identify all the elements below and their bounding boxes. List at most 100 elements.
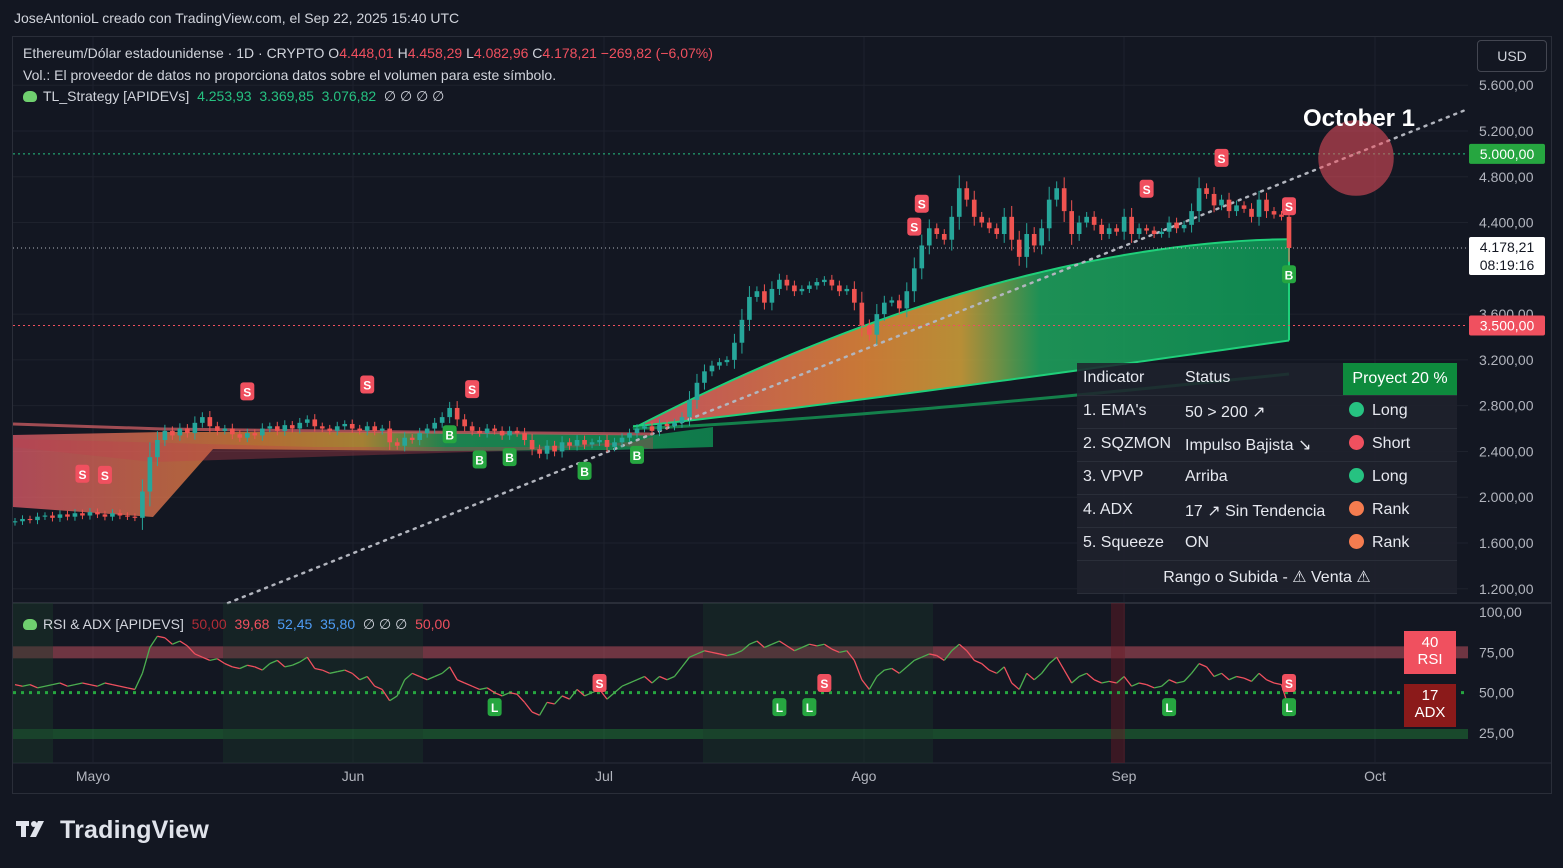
candle-body bbox=[941, 234, 947, 240]
sell-marker-bg bbox=[97, 465, 112, 484]
candle-body bbox=[1039, 228, 1045, 246]
candle-body bbox=[1196, 188, 1202, 212]
rsi-line-segment bbox=[831, 648, 840, 653]
table-row: 2. SQZMON Impulso Bajista ↘ Short bbox=[1077, 429, 1457, 462]
candle-body bbox=[769, 288, 775, 303]
candle-body bbox=[612, 442, 617, 447]
candle-body bbox=[649, 426, 655, 431]
rsi-line-segment bbox=[973, 659, 982, 665]
close-value: 4.178,21 bbox=[542, 45, 597, 61]
candle-body bbox=[80, 513, 85, 516]
rsi-value: 50,00 bbox=[191, 616, 227, 632]
rsi-line-segment bbox=[344, 669, 353, 674]
candle-body bbox=[125, 515, 130, 517]
rsi-line-segment bbox=[404, 672, 413, 681]
candle-body bbox=[807, 285, 812, 289]
candle-body bbox=[1249, 208, 1254, 217]
rsi-line-segment bbox=[576, 688, 585, 697]
strategy-legend[interactable]: TL_Strategy [APIDEVs] 4.253,93 3.369,85 … bbox=[23, 88, 444, 105]
candle-body bbox=[687, 399, 692, 418]
rsi-line-segment bbox=[794, 646, 803, 652]
rsi-line-segment bbox=[82, 682, 91, 686]
tradingview-logo[interactable]: TradingView bbox=[16, 816, 209, 845]
candle-body bbox=[499, 430, 505, 436]
y-tick-label: 2.400,00 bbox=[1479, 443, 1534, 459]
rsi-line-segment bbox=[1033, 672, 1043, 681]
candle-body bbox=[552, 445, 557, 452]
rsi-line-segment bbox=[411, 672, 420, 678]
rsi-line-segment bbox=[329, 671, 338, 674]
candle-body bbox=[274, 426, 280, 431]
candle-body bbox=[402, 437, 408, 446]
rsi-line-segment bbox=[1026, 672, 1035, 681]
candle-body bbox=[484, 428, 490, 434]
candle-body bbox=[949, 216, 955, 240]
buy-marker-bg bbox=[1282, 265, 1296, 284]
rsi-line-segment bbox=[951, 643, 960, 652]
table-cell-indicator: 4. ADX bbox=[1083, 501, 1133, 518]
signal-label: Long bbox=[1372, 402, 1408, 419]
candle-body bbox=[709, 365, 715, 372]
strategy-middle-line bbox=[632, 339, 1290, 428]
rsi-line-segment bbox=[449, 666, 458, 681]
y-tick-label: 1.200,00 bbox=[1479, 581, 1534, 597]
rsi-line-segment bbox=[561, 695, 570, 700]
sell-marker-letter: S bbox=[1285, 200, 1293, 214]
candle-body bbox=[702, 371, 707, 383]
rsi-line-segment bbox=[756, 640, 765, 648]
candle-body bbox=[1136, 228, 1142, 234]
buy-marker-bg bbox=[472, 450, 487, 469]
rsi-line-segment bbox=[636, 675, 645, 681]
rsi-line-segment bbox=[464, 682, 473, 687]
candle-body bbox=[1181, 224, 1187, 229]
y-tick-label: 4.400,00 bbox=[1479, 215, 1534, 231]
candle-body bbox=[1271, 211, 1277, 215]
candle-body bbox=[642, 426, 647, 429]
candle-body bbox=[432, 422, 437, 429]
rsi-line-segment bbox=[704, 650, 713, 653]
rsi-line-segment bbox=[681, 656, 690, 668]
candle-body bbox=[964, 188, 970, 200]
rsi-line-segment bbox=[247, 664, 255, 668]
sell-marker-letter: S bbox=[910, 221, 918, 235]
candle-body bbox=[971, 199, 977, 217]
sell-marker-bg bbox=[1282, 197, 1296, 216]
table-row: 5. Squeeze ON Rank bbox=[1077, 528, 1457, 561]
candle-body bbox=[334, 426, 340, 431]
rsi-legend[interactable]: RSI & ADX [APIDEVS] 50,00 39,68 52,45 35… bbox=[23, 616, 450, 633]
candle-body bbox=[537, 449, 542, 454]
low-value: 4.082,96 bbox=[473, 45, 529, 61]
rsi-value: 52,45 bbox=[277, 616, 313, 632]
candle-body bbox=[1031, 234, 1037, 246]
rsi-line-segment bbox=[366, 676, 376, 687]
rsi-line-segment bbox=[824, 643, 833, 650]
volume-note: Vol.: El proveedor de datos no proporcio… bbox=[23, 67, 557, 83]
rsi-line-segment bbox=[1041, 663, 1050, 674]
rsi-line-segment bbox=[232, 666, 240, 670]
rsi-line-segment bbox=[1101, 680, 1110, 684]
symbol-legend: Ethereum/Dólar estadounidense · 1D · CRY… bbox=[23, 45, 713, 61]
chart-credit: JoseAntonioL creado con TradingView.com,… bbox=[14, 10, 460, 26]
candle-body bbox=[1226, 199, 1232, 212]
chart-pane[interactable]: 5.600,00 5.200,00 4.800,00 4.400,00 3.600,00… bbox=[12, 36, 1552, 794]
candle-body bbox=[65, 514, 70, 517]
rsi-line-segment bbox=[666, 675, 675, 681]
currency-selector[interactable]: USD bbox=[1477, 40, 1547, 72]
rsi-line-segment bbox=[673, 666, 683, 677]
candle-body bbox=[132, 516, 138, 518]
candle-body bbox=[1076, 222, 1082, 234]
rsi-line-segment bbox=[876, 669, 885, 678]
rsi-line-segment bbox=[74, 682, 83, 686]
table-footer: Rango o Subida - ⚠ Venta ⚠ bbox=[1077, 561, 1457, 594]
rsi-line-segment bbox=[696, 650, 705, 655]
rsi-line-segment bbox=[988, 669, 997, 674]
y-tick-label: 2.800,00 bbox=[1479, 398, 1534, 414]
rsi-line-segment bbox=[786, 645, 795, 652]
rsi-line-segment bbox=[914, 656, 923, 661]
candle-body bbox=[185, 428, 190, 434]
rsi-line-segment bbox=[891, 667, 900, 674]
candle-body bbox=[87, 512, 93, 516]
candle-body bbox=[889, 300, 895, 303]
signal-dot-icon bbox=[1349, 501, 1364, 516]
candle-body bbox=[777, 279, 782, 289]
